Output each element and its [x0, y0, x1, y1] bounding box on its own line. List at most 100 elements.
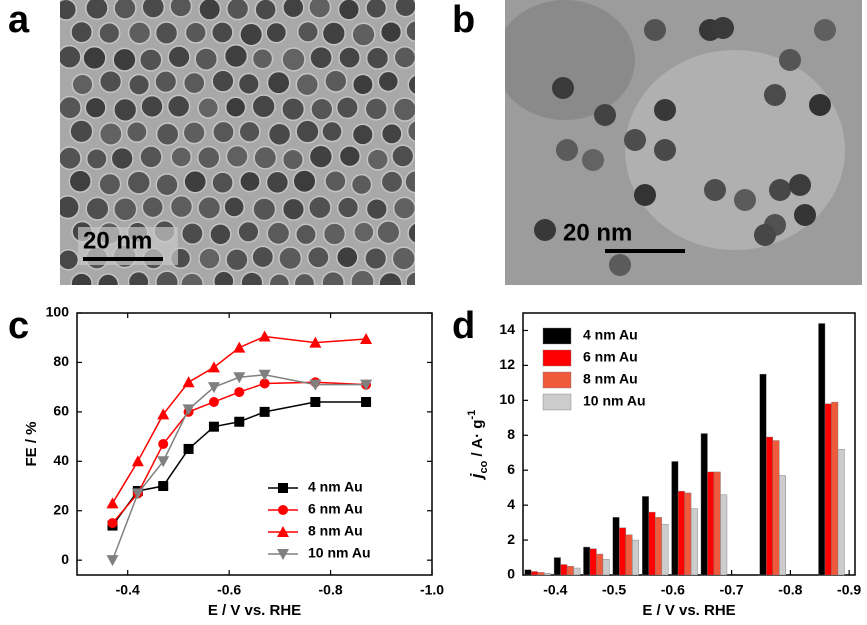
- nanoparticle: [139, 145, 163, 169]
- nanoparticle: [98, 172, 122, 196]
- bar: [700, 433, 708, 576]
- bar: [648, 511, 656, 576]
- nanoparticle: [128, 73, 151, 96]
- nanoparticle: [155, 122, 180, 147]
- nanoparticle: [764, 84, 786, 106]
- bar: [553, 557, 561, 576]
- marker: [208, 421, 219, 432]
- bar: [772, 440, 780, 576]
- bar: [573, 567, 581, 576]
- nanoparticle: [534, 219, 556, 241]
- legend-label: 4 nm Au: [308, 479, 363, 495]
- nanoparticle: [712, 17, 734, 39]
- marker: [233, 341, 246, 353]
- dark-region: [505, 0, 635, 120]
- nanoparticle: [310, 97, 334, 121]
- nanoparticle: [85, 148, 108, 170]
- bar: [642, 496, 649, 576]
- marker: [208, 396, 219, 407]
- bar: [612, 517, 620, 576]
- nanoparticle: [278, 246, 303, 271]
- nanoparticle: [308, 0, 332, 19]
- nanoparticle: [60, 249, 80, 271]
- nanoparticle: [769, 179, 791, 201]
- bar: [530, 571, 538, 576]
- nanoparticle: [594, 104, 616, 126]
- support-blob: [625, 50, 845, 250]
- nanoparticle: [60, 146, 82, 171]
- legend-swatch: [542, 371, 572, 389]
- nanoparticle: [110, 146, 134, 171]
- nanoparticle: [60, 195, 80, 220]
- nanoparticle: [154, 70, 178, 94]
- marker: [106, 555, 119, 567]
- nanoparticle: [754, 224, 776, 246]
- nanoparticle: [265, 21, 288, 44]
- panel-label: d: [452, 305, 475, 347]
- nanoparticle: [226, 0, 250, 21]
- nanoparticle: [420, 197, 442, 219]
- nanoparticle: [789, 174, 811, 196]
- nanoparticle: [351, 73, 374, 96]
- nanoparticle: [307, 195, 332, 220]
- nanoparticle: [211, 171, 234, 195]
- marker: [234, 416, 245, 427]
- marker: [131, 488, 144, 500]
- nanoparticle: [366, 148, 389, 171]
- panel-label: a: [8, 0, 30, 41]
- nanoparticle: [84, 96, 107, 119]
- bar: [655, 517, 662, 576]
- nanoparticle: [197, 97, 220, 119]
- nanoparticle: [239, 22, 264, 47]
- nanoparticle: [378, 271, 403, 285]
- nanoparticle: [376, 220, 401, 245]
- nanoparticle: [393, 45, 415, 69]
- nanoparticle: [238, 120, 261, 143]
- nanoparticle: [379, 20, 403, 44]
- bar: [766, 436, 773, 576]
- nanoparticle: [421, 248, 443, 270]
- nanoparticle: [60, 95, 82, 120]
- nanoparticle: [380, 122, 403, 145]
- nanoparticle: [321, 120, 343, 143]
- nanoparticle: [436, 120, 458, 142]
- nanoparticle: [654, 99, 676, 121]
- nanoparticle: [306, 245, 330, 269]
- scale-bar-label: 20 nm: [83, 227, 152, 254]
- nanoparticle: [324, 69, 348, 93]
- x-tick-label: -0.8: [778, 582, 802, 598]
- nanoparticle: [155, 173, 179, 197]
- nanoparticle: [224, 96, 247, 119]
- y-tick-label: 6: [507, 461, 515, 477]
- bar: [690, 508, 698, 576]
- nanoparticle: [282, 0, 305, 19]
- nanoparticle: [814, 19, 836, 41]
- nanoparticle: [350, 269, 375, 285]
- bar: [566, 566, 574, 576]
- nanoparticle: [267, 122, 292, 147]
- nanoparticle: [225, 248, 249, 272]
- marker: [107, 518, 118, 529]
- nanoparticle: [404, 169, 415, 194]
- nanoparticle: [779, 49, 801, 71]
- nanoparticle: [180, 272, 204, 285]
- nanoparticle: [127, 21, 152, 45]
- nanoparticle: [239, 170, 261, 193]
- x-tick-label: -1.0: [420, 582, 444, 598]
- nanoparticle: [322, 222, 347, 246]
- nanoparticle: [237, 72, 260, 95]
- nanoparticle: [112, 47, 137, 72]
- nanoparticle: [309, 45, 333, 70]
- nanoparticle: [154, 21, 179, 45]
- unit: / A· g: [469, 420, 486, 461]
- nanoparticle: [634, 184, 656, 206]
- nanoparticle: [198, 247, 221, 270]
- x-tick-label: -0.7: [720, 582, 744, 598]
- bar: [677, 490, 685, 576]
- bar: [524, 569, 532, 576]
- y-tick-label: 60: [53, 403, 69, 419]
- nanoparticle: [407, 74, 415, 96]
- nanoparticle: [212, 120, 235, 144]
- nanoparticle: [407, 222, 415, 245]
